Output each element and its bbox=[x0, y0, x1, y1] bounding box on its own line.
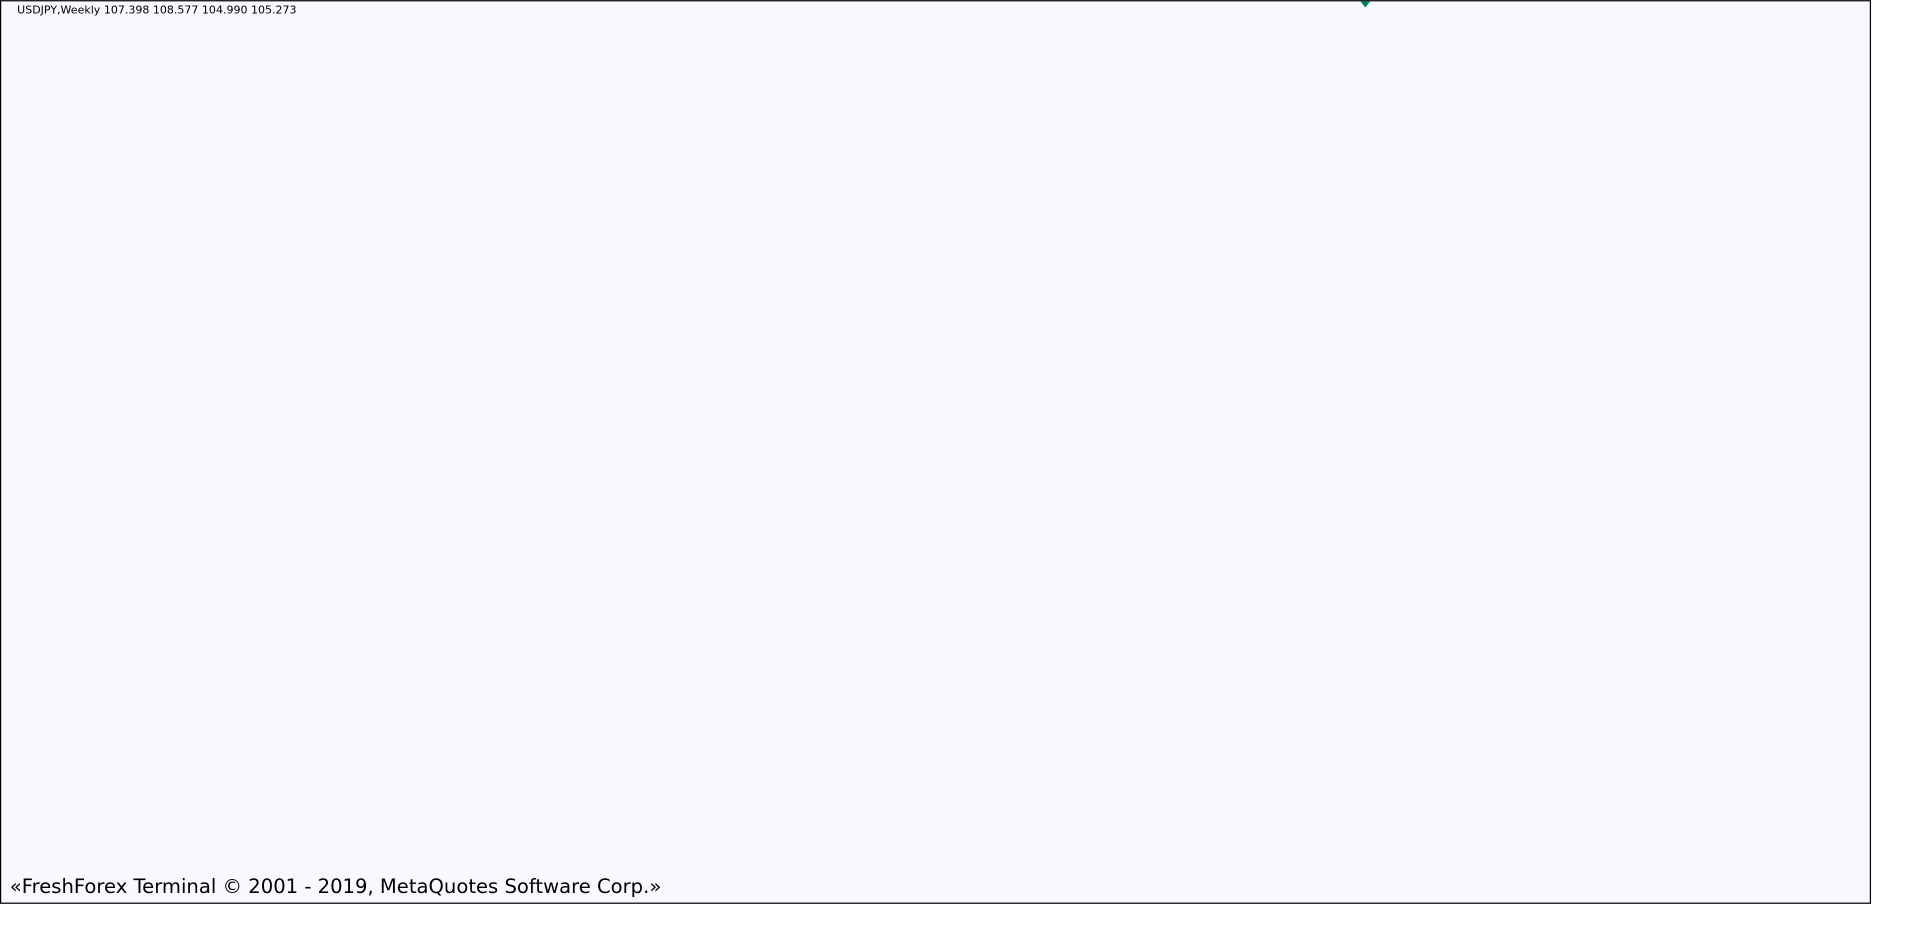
chart-title: USDJPY,Weekly 107.398 108.577 104.990 10… bbox=[17, 4, 296, 17]
watermark: «FreshForex Terminal © 2001 - 2019, Meta… bbox=[10, 875, 662, 898]
shift-marker bbox=[1360, 1, 1371, 8]
plot-area bbox=[0, 0, 1872, 904]
